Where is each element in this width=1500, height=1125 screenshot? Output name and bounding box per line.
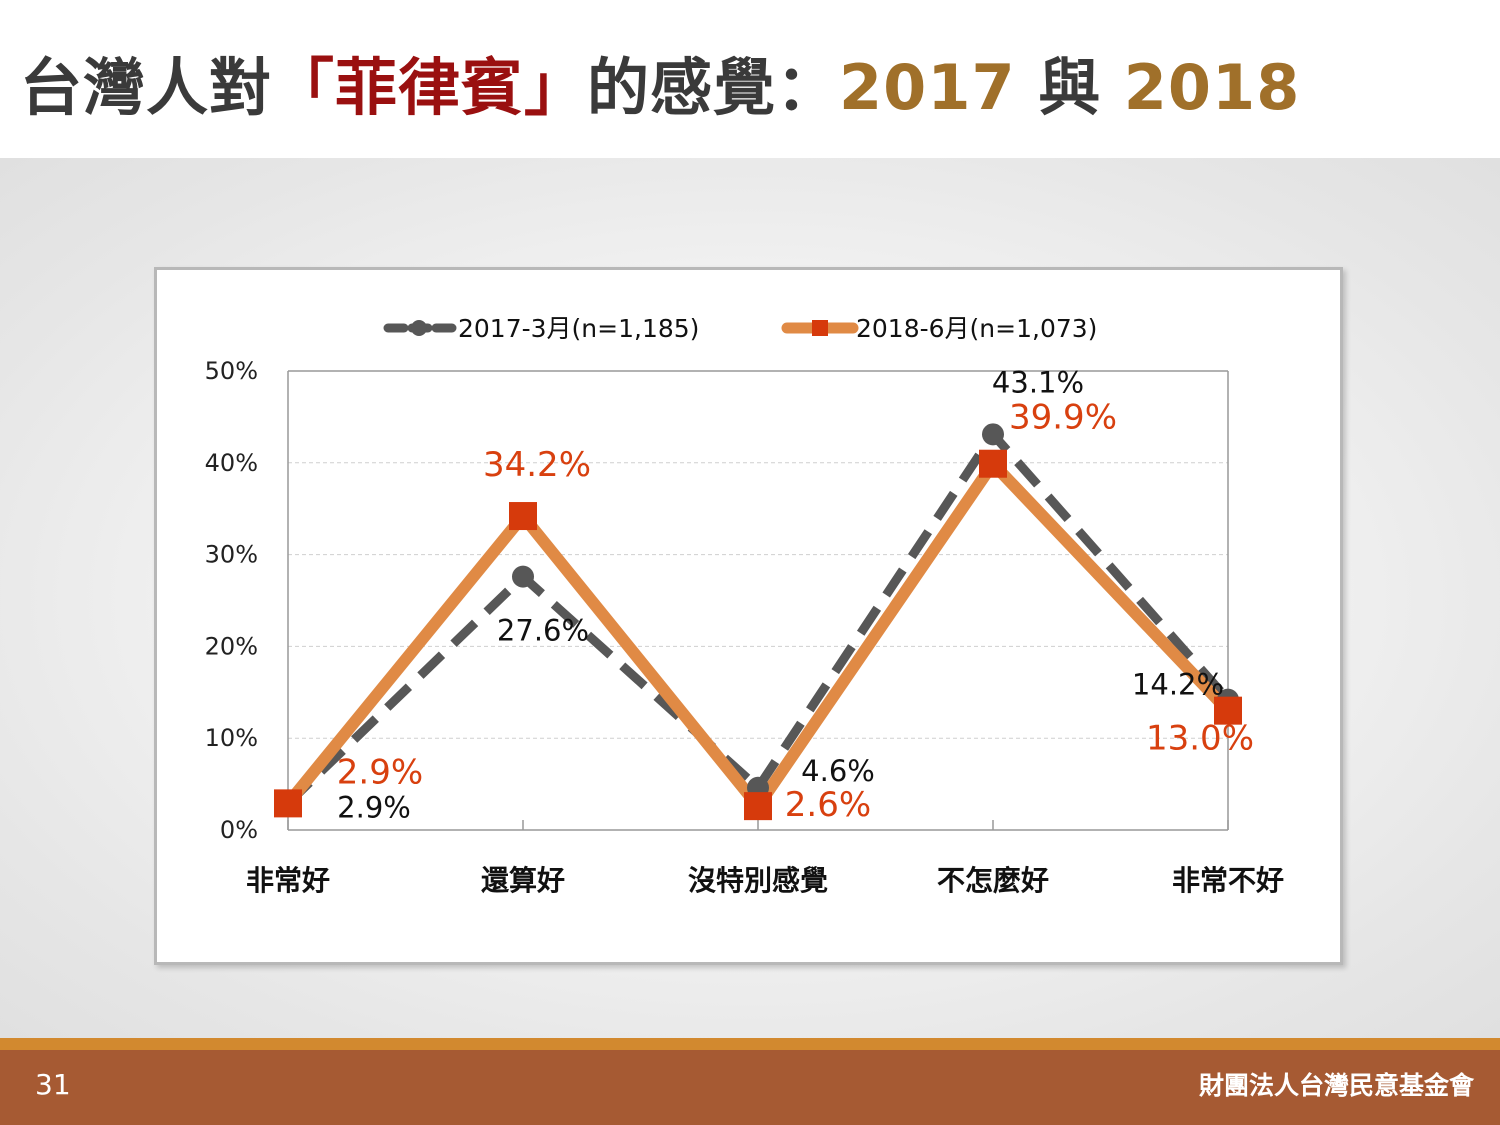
- series-line-2018: [283, 457, 1233, 813]
- data-point-2018: [979, 449, 1007, 478]
- page-number: 31: [35, 1068, 71, 1101]
- title-prefix: 台灣人對: [20, 51, 273, 124]
- data-label-2018: 2.9%: [337, 752, 423, 792]
- title-year-2: 2018: [1123, 51, 1301, 124]
- organization-name: 財團法人台灣民意基金會: [1198, 1071, 1474, 1100]
- data-label-2017: 4.6%: [801, 754, 875, 788]
- line-chart: 0% 10% 20% 30% 40% 50% 非常好 還算好 沒特別感覺 不怎麼好 非常不好 2017…: [205, 314, 1284, 897]
- y-tick-label: 30%: [205, 541, 258, 569]
- data-point-2018: [744, 792, 772, 821]
- x-category-label: 非常好: [246, 864, 330, 897]
- title-year-1: 2017: [839, 51, 1016, 124]
- y-tick-label: 0%: [220, 816, 258, 844]
- legend-label-2017: 2017-3月(n=1,185): [458, 314, 699, 343]
- y-tick-label: 20%: [205, 632, 258, 660]
- title-bar: 台灣人對「菲律賓」的感覺：2017 與 2018: [0, 0, 1500, 158]
- title-highlight: 「菲律賓」: [272, 51, 588, 124]
- y-tick-label: 50%: [205, 357, 258, 385]
- chart-frame: 0% 10% 20% 30% 40% 50% 非常好 還算好 沒特別感覺 不怎麼好 非常不好 2017…: [154, 267, 1343, 965]
- data-label-2018: 34.2%: [483, 445, 591, 485]
- data-label-2018: 2.6%: [785, 785, 871, 825]
- data-label-2018: 39.9%: [1009, 398, 1117, 438]
- x-category-label: 還算好: [481, 864, 565, 897]
- legend-marker-2017: [411, 320, 427, 336]
- data-label-2018: 13.0%: [1146, 719, 1254, 759]
- legend-marker-2018: [812, 320, 828, 336]
- x-category-label: 非常不好: [1172, 864, 1284, 897]
- data-label-2017: 14.2%: [1132, 668, 1224, 702]
- data-point-2018: [509, 502, 537, 531]
- data-point-2018: [274, 789, 302, 818]
- data-point-2017: [982, 423, 1004, 446]
- x-category-label: 沒特別感覺: [688, 864, 828, 897]
- series-line-2017: [284, 429, 1232, 807]
- y-tick-label: 10%: [205, 724, 258, 752]
- footer-bar: [0, 1050, 1500, 1125]
- data-label-2017: 2.9%: [337, 790, 411, 824]
- legend-label-2018: 2018-6月(n=1,073): [856, 314, 1097, 343]
- title-conjunction: 與: [1015, 51, 1124, 124]
- title-mid: 的感覺：: [587, 51, 840, 124]
- data-point-2018: [1214, 696, 1242, 725]
- x-category-label: 不怎麼好: [937, 864, 1049, 897]
- y-tick-label: 40%: [205, 449, 258, 477]
- slide-title: 台灣人對「菲律賓」的感覺：2017 與 2018: [20, 44, 1300, 132]
- data-point-2017: [512, 565, 534, 588]
- data-label-2017: 27.6%: [497, 614, 589, 648]
- data-label-2017: 43.1%: [992, 365, 1084, 399]
- footer-accent-line: [0, 1038, 1500, 1050]
